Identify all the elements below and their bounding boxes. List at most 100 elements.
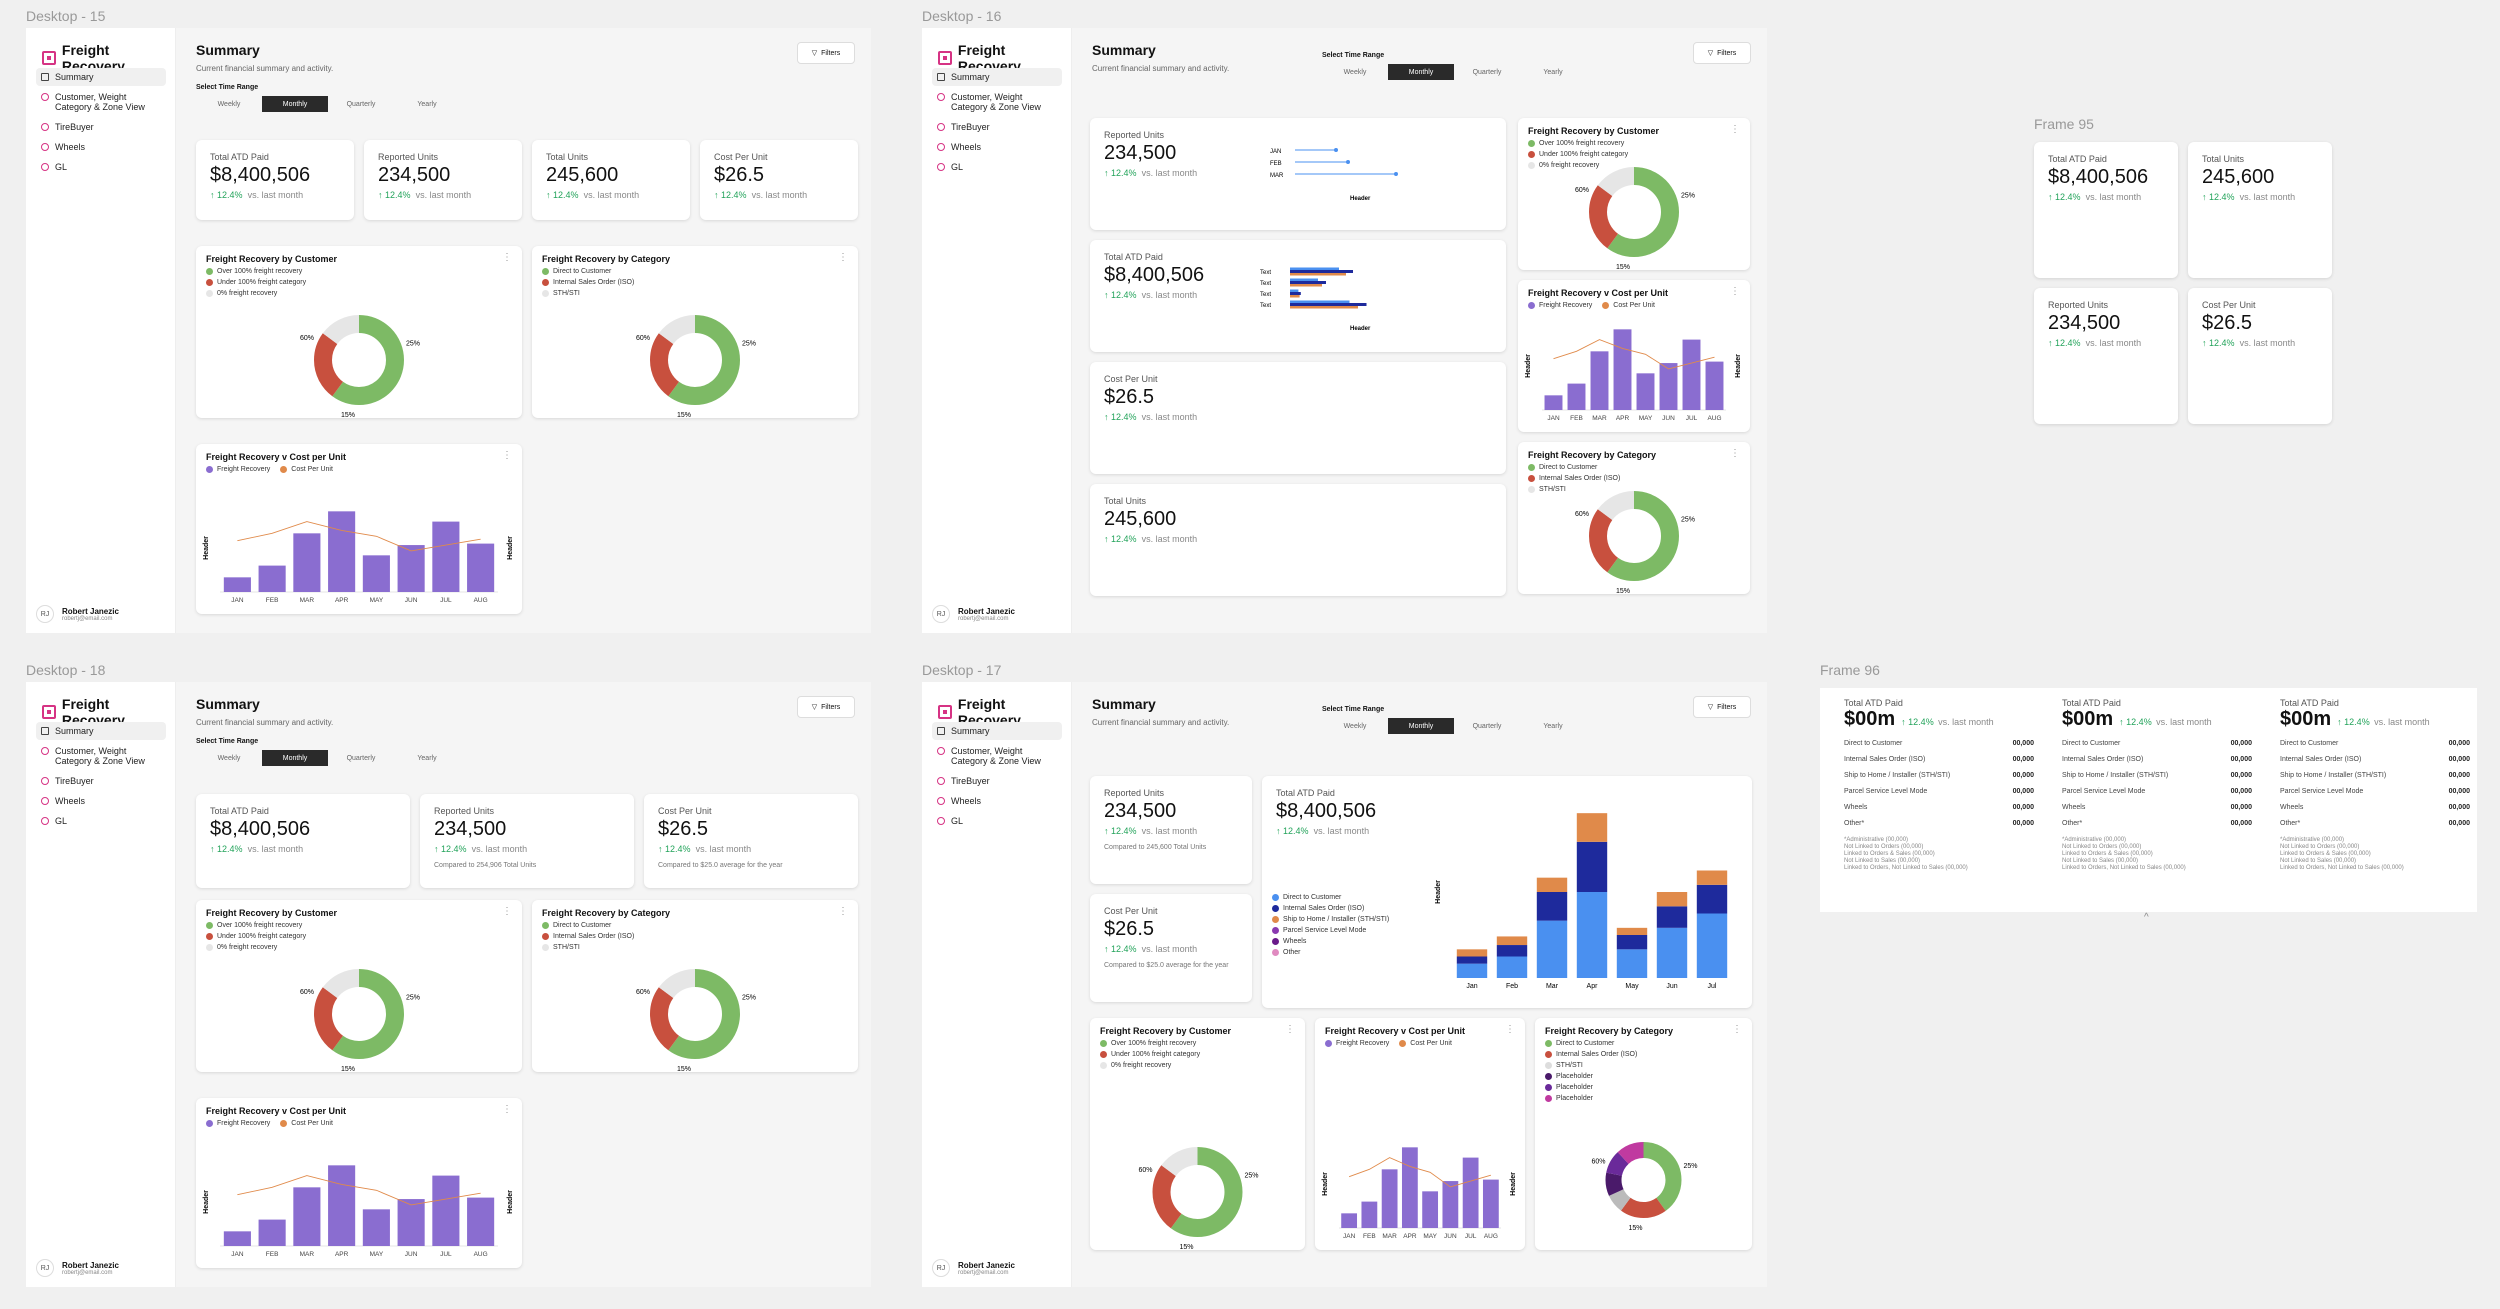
axis-label: Header xyxy=(1735,354,1742,378)
time-range-option[interactable]: Weekly xyxy=(1343,68,1367,76)
time-range-option[interactable]: Quarterly xyxy=(346,754,376,762)
legend-swatch xyxy=(1545,1073,1552,1080)
more-icon[interactable]: ⋮ xyxy=(838,252,848,263)
tick-label: AUG xyxy=(1484,1233,1498,1240)
sidebar-item[interactable]: Wheels xyxy=(36,792,166,810)
sidebar-item-label: Customer, Weight Category & Zone View xyxy=(951,92,1041,112)
time-range-option[interactable]: Weekly xyxy=(217,100,241,108)
sidebar-item[interactable]: Wheels xyxy=(932,792,1062,810)
chart-legend: Direct to Customer Internal Sales Order (… xyxy=(542,268,634,301)
time-range-option[interactable]: Yearly xyxy=(417,100,437,108)
sidebar-item[interactable]: TireBuyer xyxy=(36,772,166,790)
more-icon[interactable]: ⋮ xyxy=(502,906,512,917)
sidebar-item[interactable]: Wheels xyxy=(36,138,166,156)
sidebar-item[interactable]: TireBuyer xyxy=(36,118,166,136)
more-icon[interactable]: ⋮ xyxy=(1505,1024,1515,1035)
page-subtitle: Current financial summary and activity. xyxy=(196,718,334,727)
more-icon[interactable]: ⋮ xyxy=(1730,124,1740,135)
donut-label: 15% xyxy=(341,412,355,418)
sidebar-item[interactable]: GL xyxy=(932,812,1062,830)
user-name: Robert Janezic xyxy=(958,1260,1015,1270)
time-range-option[interactable]: Weekly xyxy=(1343,722,1367,730)
time-range-option[interactable]: Monthly xyxy=(1388,718,1454,734)
collapse-icon[interactable]: ^ xyxy=(2144,912,2149,923)
legend-item: STH/STI xyxy=(542,290,634,297)
time-range-option[interactable]: Monthly xyxy=(262,96,328,112)
line-series xyxy=(237,1175,481,1206)
sidebar-item[interactable]: GL xyxy=(932,158,1062,176)
time-range-option[interactable]: Yearly xyxy=(417,754,437,762)
filters-button[interactable]: ▽ Filters xyxy=(1693,696,1751,718)
user-profile[interactable]: RJ Robert Janezic robertj@email.com xyxy=(36,605,119,623)
kpi-card-reported: Reported Units 234,500 ↑ 12.4% vs. last … xyxy=(420,794,634,888)
sidebar-item[interactable]: GL xyxy=(36,158,166,176)
more-icon[interactable]: ⋮ xyxy=(502,252,512,263)
bar-mark xyxy=(223,1231,251,1246)
time-range-option[interactable]: Yearly xyxy=(1543,722,1563,730)
sidebar-item[interactable]: Customer, Weight Category & Zone View xyxy=(932,88,1062,116)
user-profile[interactable]: RJ Robert Janezic robertj@email.com xyxy=(932,605,1015,623)
sidebar-item[interactable]: TireBuyer xyxy=(932,772,1062,790)
breakdown-footnote: *Administrative (00,000) Not Linked to Or… xyxy=(1844,837,1968,871)
filters-button[interactable]: ▽ Filters xyxy=(797,42,855,64)
bar-mark xyxy=(1544,395,1563,410)
sidebar-item[interactable]: TireBuyer xyxy=(932,118,1062,136)
chart-legend: Direct to Customer Internal Sales Order (… xyxy=(1545,1040,1637,1106)
time-range-option[interactable]: Quarterly xyxy=(346,100,376,108)
bar-mark xyxy=(1590,351,1609,410)
sidebar-item[interactable]: Customer, Weight Category & Zone View xyxy=(36,742,166,770)
sidebar-item[interactable]: Summary xyxy=(36,722,166,740)
kpi-label: Cost Per Unit xyxy=(1104,374,1158,384)
tick-label: FEB xyxy=(1270,161,1282,167)
time-range-option[interactable]: Weekly xyxy=(217,754,241,762)
chart-legend: Freight Recovery Cost Per Unit xyxy=(1325,1040,1452,1051)
more-icon[interactable]: ⋮ xyxy=(1285,1024,1295,1035)
donut-label: 15% xyxy=(1616,588,1630,594)
donut-segment xyxy=(314,315,404,405)
time-range-option[interactable]: Monthly xyxy=(1388,64,1454,80)
donut-chart: 60% 25% 15% xyxy=(300,969,420,1072)
chart-title: Freight Recovery by Customer xyxy=(206,908,338,918)
tick-label: FEB xyxy=(1363,1233,1376,1240)
frame-label: Frame 95 xyxy=(2034,116,2094,132)
more-icon[interactable]: ⋮ xyxy=(1730,286,1740,297)
frame-label: Desktop - 18 xyxy=(26,662,106,678)
legend-item: Placeholder xyxy=(1545,1073,1637,1080)
chart-title: Freight Recovery v Cost per Unit xyxy=(1528,288,1669,298)
avatar: RJ xyxy=(36,605,54,623)
more-icon[interactable]: ⋮ xyxy=(1730,448,1740,459)
sidebar-item[interactable]: Customer, Weight Category & Zone View xyxy=(932,742,1062,770)
time-range-option[interactable]: Monthly xyxy=(262,750,328,766)
bar-mark xyxy=(432,1175,460,1246)
time-range-option[interactable]: Quarterly xyxy=(1472,722,1502,730)
sidebar-item[interactable]: Summary xyxy=(932,68,1062,86)
breakdown-label: Total ATD Paid xyxy=(1844,698,1903,708)
kpi-value: 234,500 xyxy=(1104,800,1177,822)
sidebar-item[interactable]: Wheels xyxy=(932,138,1062,156)
user-email: robertj@email.com xyxy=(62,1269,113,1276)
chart-legend: Direct to Customer Internal Sales Order (… xyxy=(1528,464,1620,497)
more-icon[interactable]: ⋮ xyxy=(838,906,848,917)
filters-button[interactable]: ▽ Filters xyxy=(797,696,855,718)
donut-segment xyxy=(1152,1147,1243,1237)
sidebar-item[interactable]: Summary xyxy=(932,722,1062,740)
user-profile[interactable]: RJ Robert Janezic robertj@email.com xyxy=(36,1259,119,1277)
time-range-option[interactable]: Quarterly xyxy=(1472,68,1502,76)
sidebar-item[interactable]: GL xyxy=(36,812,166,830)
time-range-option[interactable]: Yearly xyxy=(1543,68,1563,76)
sidebar-item[interactable]: Summary xyxy=(36,68,166,86)
more-icon[interactable]: ⋮ xyxy=(502,1104,512,1115)
desktop-17-frame: Freight Recovery Summary Customer, Weight… xyxy=(922,682,1767,1287)
more-icon[interactable]: ⋮ xyxy=(1732,1024,1742,1035)
kpi-value: $26.5 xyxy=(714,164,765,186)
kpi-comparison: Compared to 245,600 Total Units xyxy=(1104,844,1207,851)
legend-swatch xyxy=(1528,464,1535,471)
filters-button[interactable]: ▽ Filters xyxy=(1693,42,1751,64)
sidebar-item[interactable]: Customer, Weight Category & Zone View xyxy=(36,88,166,116)
donut-segment xyxy=(1605,1142,1682,1218)
page-subtitle: Current financial summary and activity. xyxy=(1092,718,1230,727)
legend-item: Cost Per Unit xyxy=(280,1120,333,1127)
breakdown-row: Wheels 00,000 xyxy=(2280,804,2470,811)
user-profile[interactable]: RJ Robert Janezic robertj@email.com xyxy=(932,1259,1015,1277)
more-icon[interactable]: ⋮ xyxy=(502,450,512,461)
